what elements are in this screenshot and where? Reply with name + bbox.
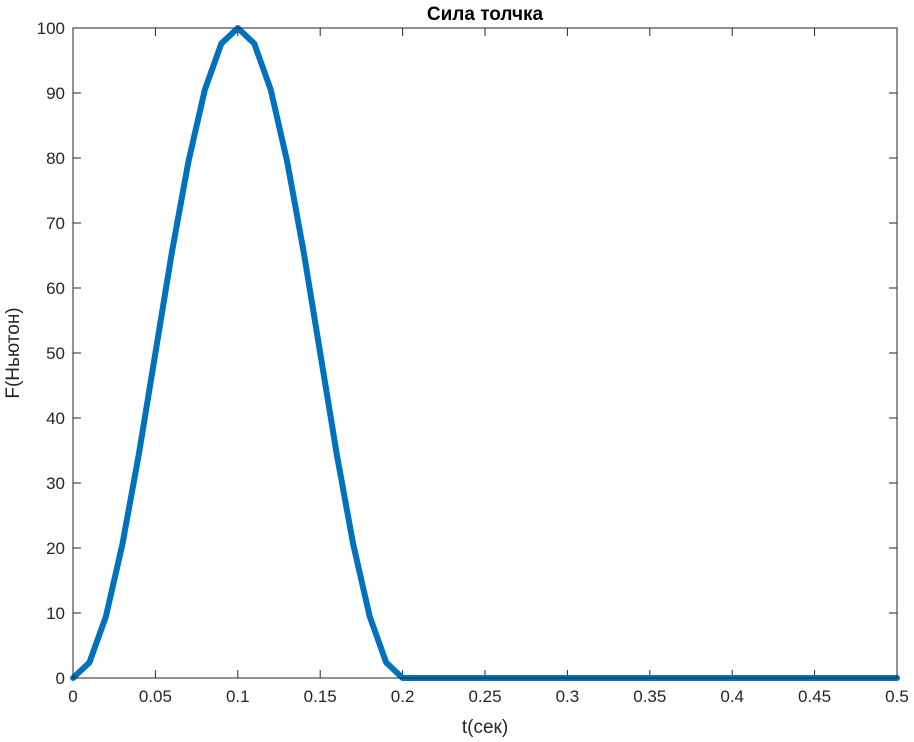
y-tick-label: 90 xyxy=(46,84,65,103)
x-tick-label: 0.1 xyxy=(226,687,250,706)
x-tick-label: 0.05 xyxy=(139,687,172,706)
x-tick-label: 0.3 xyxy=(556,687,580,706)
y-tick-label: 0 xyxy=(56,669,65,688)
y-tick-label: 30 xyxy=(46,474,65,493)
y-tick-label: 80 xyxy=(46,149,65,168)
y-tick-label: 70 xyxy=(46,214,65,233)
x-tick-label: 0.35 xyxy=(633,687,666,706)
x-axis-ticks: 0 0.05 0.1 0.15 0.2 0.25 0.3 0.35 0.4 0.45 0.5 xyxy=(68,28,909,706)
y-tick-label: 50 xyxy=(46,344,65,363)
y-tick-label: 40 xyxy=(46,409,65,428)
y-tick-label: 20 xyxy=(46,539,65,558)
y-tick-label: 100 xyxy=(37,19,65,38)
x-tick-label: 0.25 xyxy=(468,687,501,706)
chart-title: Сила толчка xyxy=(427,4,544,25)
plot-area xyxy=(73,28,897,678)
y-axis-ticks: 0 10 20 30 40 50 60 70 80 90 100 xyxy=(37,19,897,688)
y-tick-label: 10 xyxy=(46,604,65,623)
plot-frame xyxy=(72,27,898,679)
x-tick-label: 0.4 xyxy=(720,687,744,706)
y-tick-label: 60 xyxy=(46,279,65,298)
y-axis-label: F(Ньютон) xyxy=(3,307,24,398)
x-tick-label: 0.15 xyxy=(304,687,337,706)
x-tick-label: 0.2 xyxy=(391,687,415,706)
x-tick-label: 0 xyxy=(68,687,77,706)
x-tick-label: 0.45 xyxy=(798,687,831,706)
x-axis-label: t(сек) xyxy=(462,717,508,738)
x-tick-label: 0.5 xyxy=(885,687,909,706)
